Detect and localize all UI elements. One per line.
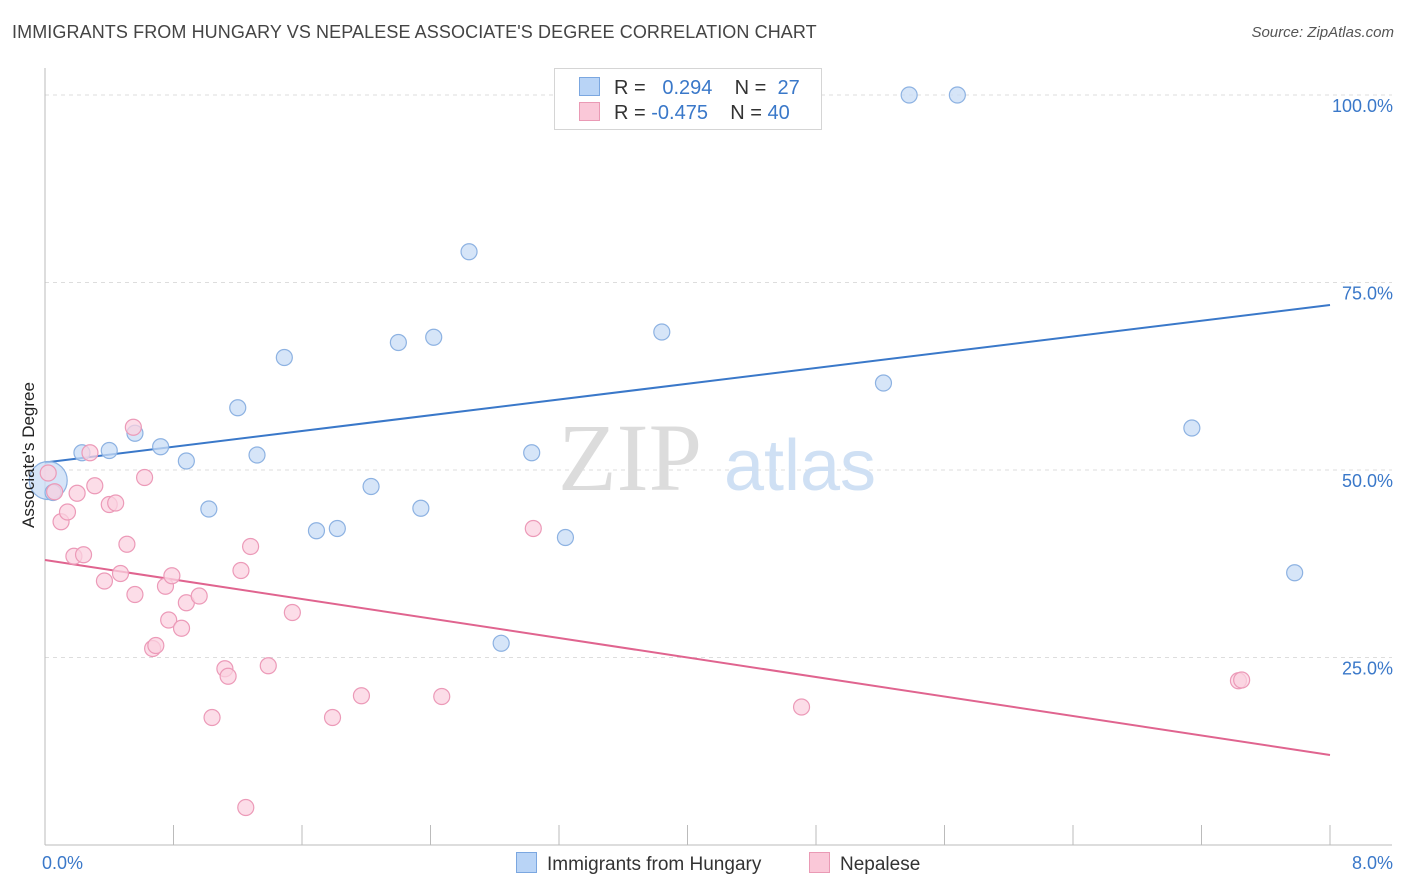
stats-legend: R = 0.294 N = 27 R = -0.475 N = 40 (554, 68, 822, 130)
y-tick-label: 100.0% (1332, 96, 1393, 116)
data-point (126, 585, 144, 604)
data-point (81, 444, 99, 462)
data-point (203, 708, 221, 727)
data-point (58, 503, 77, 521)
legend-row-hungary: R = 0.294 N = 27 (579, 77, 800, 101)
axis-labels: 25.0% 50.0% 75.0% 100.0% 0.0% 8.0% Associate's… (19, 96, 1393, 873)
data-point (275, 348, 293, 367)
data-point (232, 561, 250, 580)
data-point (118, 535, 136, 553)
data-point (152, 438, 170, 456)
data-point (412, 499, 430, 517)
legend-n-label: N = (734, 77, 767, 99)
data-point (177, 452, 195, 470)
data-point (362, 477, 380, 496)
source-label: Source: ZipAtlas.com (1251, 24, 1394, 41)
data-point (95, 572, 114, 590)
axes (44, 68, 1392, 846)
legend-n-value: 27 (777, 77, 800, 99)
data-point (39, 464, 57, 482)
data-point (147, 636, 165, 655)
data-point (1286, 564, 1304, 582)
trend-line (44, 304, 1331, 464)
bottom-legend-swatch-hungary (516, 852, 537, 873)
chart-title: IMMIGRANTS FROM HUNGARY VS NEPALESE ASSO… (12, 22, 817, 42)
trend-lines (44, 304, 1331, 756)
data-point (492, 634, 510, 652)
data-point (135, 468, 154, 487)
data-points (28, 86, 1304, 817)
data-point (433, 687, 451, 706)
data-point (323, 708, 342, 727)
data-point (556, 528, 575, 547)
data-point (653, 323, 671, 341)
legend-r-label: R = (614, 102, 646, 124)
data-point (524, 519, 542, 538)
legend-r-value: -0.475 (651, 102, 708, 124)
data-point (425, 328, 443, 346)
data-point (172, 619, 191, 637)
legend-r-label: R = (614, 77, 646, 99)
data-point (237, 798, 255, 817)
data-point (124, 418, 142, 436)
data-point (259, 657, 277, 675)
x-tick-label: 0.0% (42, 853, 83, 873)
bottom-legend-label-nepalese: Nepalese (840, 854, 921, 875)
bottom-legend-label-hungary: Immigrants from Hungary (547, 854, 762, 875)
data-point (200, 500, 218, 518)
watermark-zip: ZIP (558, 404, 702, 511)
data-point (328, 519, 346, 538)
data-point (900, 86, 918, 104)
data-point (46, 483, 64, 501)
data-point (248, 446, 266, 464)
x-tick-label: 8.0% (1352, 853, 1393, 873)
data-point (1233, 671, 1251, 689)
y-tick-label: 25.0% (1342, 659, 1393, 679)
y-tick-label: 75.0% (1342, 284, 1393, 304)
data-point (107, 494, 125, 512)
watermark: ZIP atlas (558, 404, 876, 511)
bottom-legend-nepalese: Nepalese (809, 852, 920, 876)
data-point (86, 477, 104, 495)
data-point (874, 374, 893, 392)
data-point (160, 611, 178, 629)
bottom-legend-hungary: Immigrants from Hungary (516, 852, 761, 876)
y-tick-label: 50.0% (1342, 471, 1393, 491)
legend-n-label: N = (730, 102, 762, 124)
data-point (100, 441, 118, 460)
legend-swatch-hungary (579, 77, 600, 96)
data-point (111, 564, 130, 583)
data-point (163, 567, 181, 585)
data-point (283, 603, 301, 622)
data-point (307, 522, 326, 540)
data-point (792, 698, 811, 716)
legend-n-value: 40 (767, 102, 790, 124)
data-point (190, 587, 208, 605)
data-point (242, 537, 260, 556)
data-point (219, 667, 237, 685)
data-point (389, 333, 407, 352)
bottom-legend-swatch-nepalese (809, 852, 830, 873)
data-point (352, 687, 371, 705)
data-point (68, 484, 86, 502)
data-point (523, 444, 541, 462)
legend-row-nepalese: R = -0.475 N = 40 (579, 102, 790, 126)
y-axis-title: Associate's Degree (19, 382, 38, 528)
data-point (948, 86, 966, 104)
data-point (229, 399, 247, 417)
legend-swatch-nepalese (579, 102, 600, 121)
watermark-atlas: atlas (724, 426, 876, 506)
data-point (460, 243, 478, 261)
legend-r-value: 0.294 (662, 77, 713, 99)
data-point (74, 546, 93, 564)
data-point (1183, 419, 1201, 437)
trend-line (44, 559, 1331, 756)
